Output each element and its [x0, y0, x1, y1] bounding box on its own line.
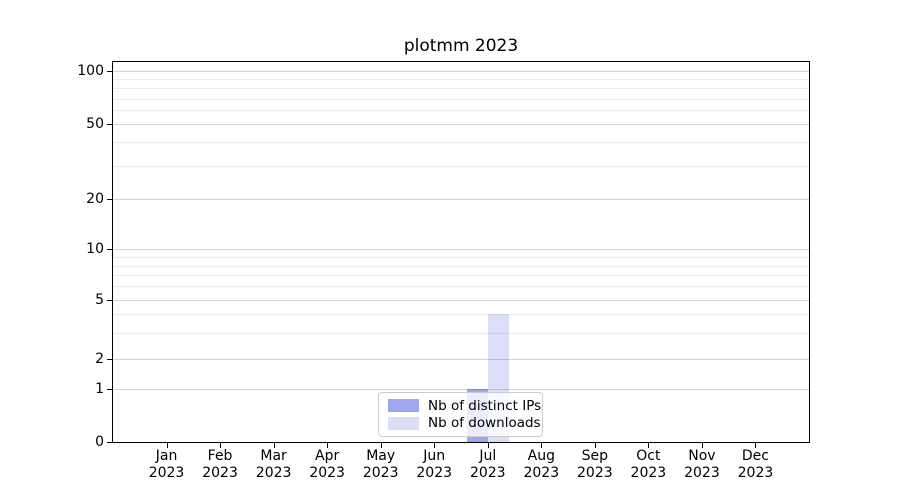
y-tick-label: 5	[95, 291, 104, 308]
y-tick-mark	[107, 442, 112, 443]
y-tick-mark	[107, 71, 112, 73]
x-tick-mark	[594, 443, 596, 448]
x-tick-mark	[541, 443, 543, 448]
legend-swatch-distinct-ips	[388, 399, 419, 413]
gridline-minor	[113, 275, 809, 277]
x-tick-label-oct: Oct 2023	[630, 448, 667, 481]
gridline-minor	[113, 165, 809, 167]
chart-title: plotmm 2023	[403, 36, 519, 56]
y-tick-mark	[107, 249, 112, 251]
x-tick-mark	[755, 443, 757, 448]
gridline-major	[113, 299, 809, 301]
gridline-major	[113, 388, 809, 390]
legend-row: Nb of downloads	[388, 415, 541, 431]
x-tick-label-jul: Jul 2023	[469, 448, 506, 481]
legend-label: Nb of downloads	[428, 415, 541, 432]
x-tick-label-jan: Jan 2023	[148, 448, 185, 481]
x-tick-label-nov: Nov 2023	[684, 448, 720, 481]
y-tick-label: 50	[86, 116, 104, 133]
x-tick-label-may: May 2023	[362, 448, 399, 481]
x-tick-label-mar: Mar 2023	[255, 448, 292, 481]
y-tick-mark	[107, 299, 112, 301]
gridline-major	[113, 359, 809, 361]
x-tick-label-dec: Dec 2023	[737, 448, 774, 481]
legend: Nb of distinct IPs Nb of downloads	[378, 392, 543, 437]
x-tick-label-apr: Apr 2023	[309, 448, 345, 481]
gridline-major	[113, 124, 809, 126]
y-tick-label: 0	[95, 434, 104, 450]
x-tick-label-aug: Aug 2023	[523, 448, 560, 481]
y-tick-mark	[107, 124, 112, 126]
x-tick-mark	[487, 443, 489, 448]
y-tick-label: 1	[95, 380, 104, 397]
gridline-minor	[113, 98, 809, 100]
gridline-minor	[113, 286, 809, 288]
y-tick-label: 2	[95, 351, 104, 368]
gridline-minor	[113, 314, 809, 316]
legend-row: Nb of distinct IPs	[388, 398, 541, 414]
x-tick-label-feb: Feb 2023	[202, 448, 238, 481]
x-tick-mark	[273, 443, 275, 448]
legend-swatch-downloads	[388, 416, 419, 430]
gridline-major	[113, 71, 809, 73]
y-tick-mark	[107, 198, 112, 200]
plot-area	[112, 61, 810, 443]
x-tick-mark	[648, 443, 650, 448]
x-tick-mark	[327, 443, 329, 448]
gridline-minor	[113, 88, 809, 90]
gridline-minor	[113, 333, 809, 334]
gridline-minor	[113, 256, 809, 258]
x-tick-mark	[380, 443, 382, 448]
y-tick-mark	[107, 388, 112, 390]
gridline-minor	[113, 79, 809, 81]
x-tick-mark	[434, 443, 436, 448]
x-tick-label-jun: Jun 2023	[416, 448, 453, 481]
legend-label: Nb of distinct IPs	[428, 397, 542, 414]
x-tick-mark	[701, 443, 703, 448]
gridline-major	[113, 198, 809, 200]
x-tick-label-sep: Sep 2023	[577, 448, 613, 481]
gridline-major	[113, 249, 809, 251]
y-tick-mark	[107, 359, 112, 361]
y-tick-label: 100	[77, 63, 104, 80]
y-tick-label: 20	[86, 190, 104, 207]
gridline-minor	[113, 265, 809, 267]
gridline-minor	[113, 110, 809, 112]
gridline-minor	[113, 142, 809, 144]
x-tick-mark	[166, 443, 168, 448]
y-tick-label: 10	[86, 241, 104, 258]
x-tick-mark	[220, 443, 222, 448]
